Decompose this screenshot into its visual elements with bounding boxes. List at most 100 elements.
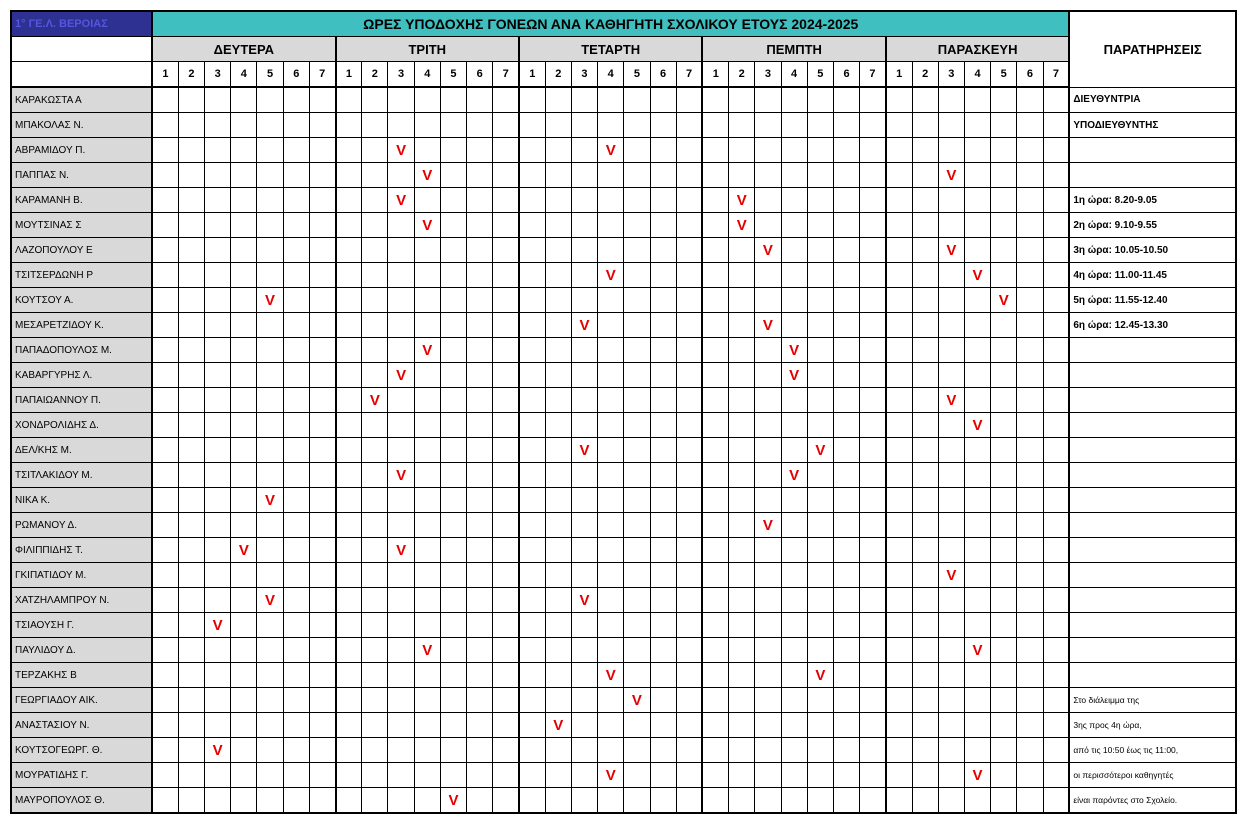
slot-cell	[571, 688, 597, 713]
day-header: ΠΕΜΠΤΗ	[702, 37, 885, 62]
slot-cell	[545, 688, 571, 713]
slot-cell	[309, 313, 335, 338]
slot-cell	[729, 713, 755, 738]
slot-cell	[598, 213, 624, 238]
check-mark: V	[239, 542, 249, 559]
slot-cell	[388, 613, 414, 638]
slot-cell	[729, 663, 755, 688]
slot-cell	[676, 363, 702, 388]
slot-cell	[624, 238, 650, 263]
slot-cell	[624, 788, 650, 814]
slot-cell	[440, 87, 466, 113]
slot-cell	[860, 188, 886, 213]
slot-cell	[1043, 638, 1069, 663]
slot-cell	[676, 263, 702, 288]
slot-cell	[624, 563, 650, 588]
slot-cell	[493, 763, 519, 788]
slot-cell	[388, 388, 414, 413]
slot-cell	[807, 87, 833, 113]
slot-cell: V	[388, 538, 414, 563]
slot-cell	[781, 163, 807, 188]
slot-cell	[257, 413, 283, 438]
teacher-name: ΠΑΠΑΔΟΠΟΥΛΟΣ Μ.	[11, 338, 152, 363]
slot-cell	[964, 713, 990, 738]
slot-cell	[650, 688, 676, 713]
check-mark: V	[396, 142, 406, 159]
slot-cell	[388, 663, 414, 688]
slot-cell	[336, 288, 362, 313]
slot-cell: V	[807, 663, 833, 688]
slot-cell	[493, 688, 519, 713]
slot-cell	[336, 188, 362, 213]
teacher-name: ΚΑΒΑΡΓΥΡΗΣ Λ.	[11, 363, 152, 388]
check-mark: V	[396, 192, 406, 209]
slot-cell	[938, 713, 964, 738]
slot-cell	[152, 563, 178, 588]
teacher-name: ΠΑΥΛΙΔΟΥ Δ.	[11, 638, 152, 663]
slot-cell	[309, 388, 335, 413]
check-mark: V	[973, 642, 983, 659]
slot-cell	[860, 638, 886, 663]
slot-cell	[231, 463, 257, 488]
slot-cell	[1017, 263, 1043, 288]
slot-cell	[205, 688, 231, 713]
slot-cell	[545, 87, 571, 113]
period-header: 7	[1043, 62, 1069, 88]
slot-cell	[938, 263, 964, 288]
slot-cell	[336, 663, 362, 688]
slot-cell	[781, 488, 807, 513]
slot-cell	[964, 138, 990, 163]
slot-cell	[178, 563, 204, 588]
slot-cell	[991, 188, 1017, 213]
slot-cell	[231, 488, 257, 513]
teacher-name: ΓΕΩΡΓΙΑΔΟΥ ΑΙΚ.	[11, 688, 152, 713]
schedule-table: 1° ΓΕ.Λ. ΒΕΡΟΙΑΣΩΡΕΣ ΥΠΟΔΟΧΗΣ ΓΟΝΕΩΝ ΑΝΑ…	[10, 10, 1237, 814]
slot-cell	[283, 563, 309, 588]
slot-cell	[519, 163, 545, 188]
slot-cell	[676, 438, 702, 463]
slot-cell	[860, 488, 886, 513]
slot-cell	[309, 588, 335, 613]
slot-cell	[1017, 413, 1043, 438]
check-mark: V	[815, 442, 825, 459]
slot-cell	[152, 538, 178, 563]
check-mark: V	[213, 742, 223, 759]
slot-cell: V	[598, 763, 624, 788]
slot-cell	[467, 313, 493, 338]
period-header: 2	[545, 62, 571, 88]
slot-cell	[964, 688, 990, 713]
slot-cell	[1017, 738, 1043, 763]
slot-cell	[152, 613, 178, 638]
slot-cell: V	[938, 388, 964, 413]
slot-cell	[283, 688, 309, 713]
slot-cell	[886, 788, 912, 814]
slot-cell	[545, 313, 571, 338]
slot-cell	[467, 338, 493, 363]
check-mark: V	[448, 792, 458, 809]
note-cell	[1069, 163, 1236, 188]
slot-cell	[257, 513, 283, 538]
slot-cell	[991, 87, 1017, 113]
slot-cell	[152, 113, 178, 138]
slot-cell: V	[414, 338, 440, 363]
slot-cell	[467, 513, 493, 538]
slot-cell	[362, 213, 388, 238]
slot-cell	[938, 338, 964, 363]
slot-cell	[1017, 488, 1043, 513]
slot-cell	[309, 488, 335, 513]
slot-cell	[938, 288, 964, 313]
check-mark: V	[553, 717, 563, 734]
slot-cell	[1017, 313, 1043, 338]
slot-cell	[519, 313, 545, 338]
slot-cell	[624, 288, 650, 313]
slot-cell	[598, 113, 624, 138]
slot-cell	[886, 213, 912, 238]
slot-cell	[912, 213, 938, 238]
slot-cell	[178, 763, 204, 788]
slot-cell	[467, 238, 493, 263]
slot-cell	[807, 563, 833, 588]
slot-cell	[309, 188, 335, 213]
slot-cell	[257, 363, 283, 388]
slot-cell	[571, 788, 597, 814]
slot-cell	[702, 488, 728, 513]
